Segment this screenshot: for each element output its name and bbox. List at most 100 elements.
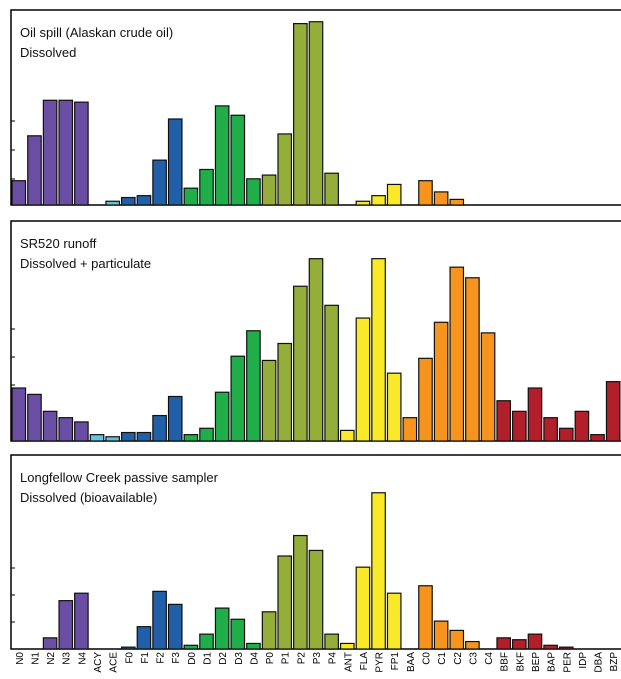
bar-c1 xyxy=(433,191,449,206)
bar-d3 xyxy=(230,114,246,206)
bar-f1 xyxy=(136,195,152,206)
bar-p0 xyxy=(261,174,277,206)
panel-oil-spill: Oil spill (Alaskan crude oil) Dissolved xyxy=(10,9,621,206)
x-tick-label: DBA xyxy=(594,652,605,673)
bar-c0 xyxy=(418,357,433,442)
x-tick-label: BKF xyxy=(515,652,526,671)
bar-f0 xyxy=(120,646,136,650)
bar-bep xyxy=(527,387,543,442)
panel-oil-spill-title: Oil spill (Alaskan crude oil) xyxy=(20,25,173,40)
bar-n4 xyxy=(74,592,89,650)
bar-n3 xyxy=(58,417,74,442)
x-tick-label: N3 xyxy=(62,652,73,665)
x-tick-label: D0 xyxy=(187,652,198,665)
bar-fla xyxy=(355,200,371,206)
bar-n0 xyxy=(11,387,27,442)
x-tick-label: P1 xyxy=(281,652,292,665)
x-tick-label: ACY xyxy=(93,652,104,673)
bar-bzp xyxy=(605,381,621,442)
x-tick-label: ACE xyxy=(109,652,120,673)
bar-d4 xyxy=(246,178,261,206)
bar-c1 xyxy=(433,321,449,442)
x-tick-label: BAA xyxy=(406,652,417,672)
bar-baa xyxy=(402,417,418,442)
bar-pyr xyxy=(371,258,386,442)
x-tick-label: F2 xyxy=(156,652,167,664)
bar-per xyxy=(558,646,574,650)
bar-dba xyxy=(590,434,605,442)
bar-n3 xyxy=(58,600,74,650)
bar-f0 xyxy=(120,196,136,206)
x-tick-label: D1 xyxy=(203,652,214,665)
bar-c2 xyxy=(449,198,465,206)
bar-fla xyxy=(355,566,371,650)
bar-d1 xyxy=(199,633,214,650)
bar-p3 xyxy=(308,549,324,650)
x-tick-label: BBF xyxy=(500,652,511,671)
x-tick-label: ANT xyxy=(343,652,354,672)
bar-p1 xyxy=(277,133,293,206)
bar-c1 xyxy=(433,620,449,650)
bar-c3 xyxy=(465,277,480,442)
bar-d1 xyxy=(199,427,214,442)
bar-f1 xyxy=(136,626,152,650)
bar-bap xyxy=(543,644,558,650)
bar-d4 xyxy=(246,330,261,442)
bar-d1 xyxy=(199,168,214,206)
bar-pyr xyxy=(371,492,386,650)
bar-d3 xyxy=(230,355,246,442)
bar-ace xyxy=(105,200,120,206)
bar-p4 xyxy=(324,304,339,442)
bar-pyr xyxy=(371,195,386,206)
bar-d2 xyxy=(214,391,230,442)
bar-f0 xyxy=(120,431,136,442)
x-tick-label: C4 xyxy=(484,652,495,665)
bar-fp1 xyxy=(386,372,402,442)
bar-p0 xyxy=(261,611,277,650)
x-tick-label: F0 xyxy=(124,652,135,664)
x-tick-label: N4 xyxy=(77,652,88,665)
bar-c2 xyxy=(449,266,465,442)
x-tick-label: BEP xyxy=(531,652,542,672)
bar-p1 xyxy=(277,555,293,650)
x-tick-label: P0 xyxy=(265,652,276,665)
bar-n1 xyxy=(27,393,42,442)
bar-bkf xyxy=(512,410,527,442)
bar-per xyxy=(558,427,574,442)
x-tick-label: PER xyxy=(562,652,573,673)
x-tick-label: N0 xyxy=(15,652,26,665)
x-tick-label: C1 xyxy=(437,652,448,665)
bar-d2 xyxy=(214,105,230,206)
bar-ace xyxy=(105,436,120,442)
bar-n2 xyxy=(42,637,58,650)
x-tick-label: P3 xyxy=(312,652,323,665)
bar-p3 xyxy=(308,258,324,442)
bar-c2 xyxy=(449,629,465,650)
bar-p0 xyxy=(261,359,277,442)
bar-d2 xyxy=(214,607,230,650)
x-tick-label: P4 xyxy=(328,652,339,665)
panel-sr520-subtitle: Dissolved + particulate xyxy=(20,256,151,271)
bar-p2 xyxy=(293,23,308,206)
bar-c0 xyxy=(418,585,433,650)
panel-longfellow-creek: Longfellow Creek passive sampler Dissolv… xyxy=(10,454,621,650)
bar-n2 xyxy=(42,410,58,442)
bar-f3 xyxy=(167,395,183,442)
x-tick-label: FP1 xyxy=(390,652,401,671)
x-tick-label: D3 xyxy=(234,652,245,665)
bar-c3 xyxy=(465,640,480,650)
x-tick-label: BZP xyxy=(609,652,620,672)
bar-c0 xyxy=(418,180,433,206)
bar-f2 xyxy=(152,590,167,650)
bar-ant xyxy=(339,642,355,650)
bar-p4 xyxy=(324,172,339,206)
x-tick-label: P2 xyxy=(296,652,307,665)
x-tick-label: D4 xyxy=(249,652,260,665)
panel-sr520-title: SR520 runoff xyxy=(20,236,97,251)
bar-f3 xyxy=(167,118,183,206)
bar-bap xyxy=(543,417,558,442)
panel-sr520-runoff: SR520 runoff Dissolved + particulate xyxy=(10,220,621,442)
bar-d0 xyxy=(183,644,199,650)
bar-p3 xyxy=(308,21,324,206)
